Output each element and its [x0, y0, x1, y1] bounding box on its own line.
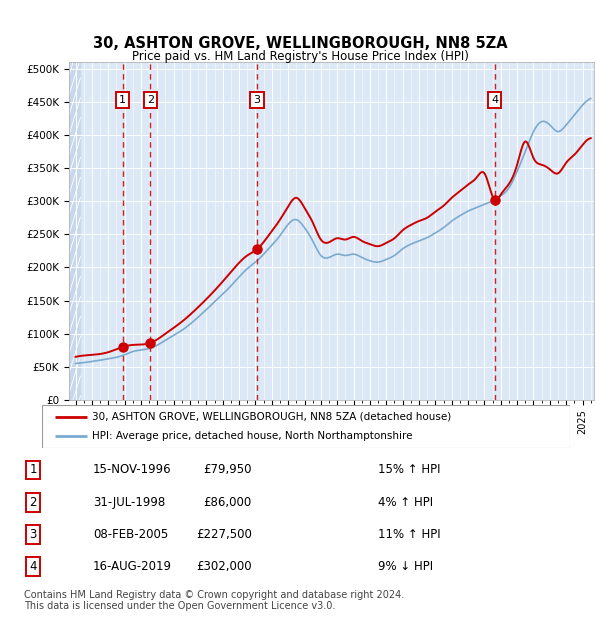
Text: £302,000: £302,000 [196, 560, 252, 573]
Text: Contains HM Land Registry data © Crown copyright and database right 2024.: Contains HM Land Registry data © Crown c… [24, 590, 404, 600]
Text: 15-NOV-1996: 15-NOV-1996 [93, 464, 172, 476]
Text: 31-JUL-1998: 31-JUL-1998 [93, 496, 165, 508]
Text: 30, ASHTON GROVE, WELLINGBOROUGH, NN8 5ZA (detached house): 30, ASHTON GROVE, WELLINGBOROUGH, NN8 5Z… [92, 412, 451, 422]
Text: 3: 3 [254, 95, 260, 105]
Text: 16-AUG-2019: 16-AUG-2019 [93, 560, 172, 573]
Text: 1: 1 [119, 95, 126, 105]
Text: 4: 4 [491, 95, 498, 105]
Text: 9% ↓ HPI: 9% ↓ HPI [378, 560, 433, 573]
Text: HPI: Average price, detached house, North Northamptonshire: HPI: Average price, detached house, Nort… [92, 432, 413, 441]
Text: £79,950: £79,950 [203, 464, 252, 476]
Text: £227,500: £227,500 [196, 528, 252, 541]
Text: 4: 4 [29, 560, 37, 573]
Text: 08-FEB-2005: 08-FEB-2005 [93, 528, 168, 541]
Text: 2: 2 [147, 95, 154, 105]
Text: 30, ASHTON GROVE, WELLINGBOROUGH, NN8 5ZA: 30, ASHTON GROVE, WELLINGBOROUGH, NN8 5Z… [92, 36, 508, 51]
Text: 15% ↑ HPI: 15% ↑ HPI [378, 464, 440, 476]
Text: 11% ↑ HPI: 11% ↑ HPI [378, 528, 440, 541]
Text: Price paid vs. HM Land Registry's House Price Index (HPI): Price paid vs. HM Land Registry's House … [131, 50, 469, 63]
Text: 1: 1 [29, 464, 37, 476]
Text: £86,000: £86,000 [204, 496, 252, 508]
Text: 3: 3 [29, 528, 37, 541]
Text: This data is licensed under the Open Government Licence v3.0.: This data is licensed under the Open Gov… [24, 601, 335, 611]
Text: 2: 2 [29, 496, 37, 508]
Text: 4% ↑ HPI: 4% ↑ HPI [378, 496, 433, 508]
